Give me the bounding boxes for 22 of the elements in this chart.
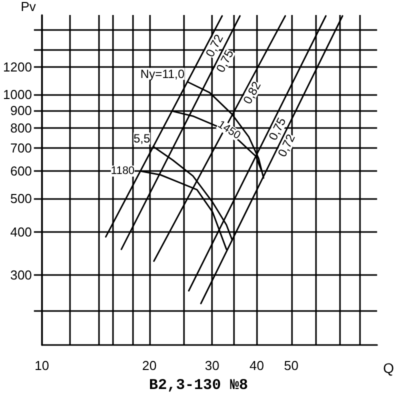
y-tick-label: 700 [10, 140, 32, 156]
text: 0,82 [240, 78, 264, 106]
y-tick-label: 1200 [3, 60, 32, 75]
series-label: 1180 [110, 165, 135, 178]
x-tick-label: 30 [204, 358, 220, 373]
y-tick-label: 1000 [3, 87, 32, 102]
text: 1450 [215, 118, 243, 142]
y-axis-title: Pv [20, 0, 36, 14]
text: В2,3-130 №8 [148, 377, 248, 394]
y-tick-label: 500 [10, 190, 32, 206]
series-label: Ny=11,0 [140, 66, 185, 81]
y-tick-label: 800 [10, 120, 32, 136]
x-axis-title: Q [383, 360, 394, 376]
x-tick-label: 20 [142, 358, 157, 373]
x-tick-label: 50 [284, 358, 299, 373]
y-tick-label: 600 [10, 164, 32, 179]
x-tick-label: 40 [249, 358, 264, 373]
y-tick-label: 300 [10, 267, 32, 282]
series-label: 5,5 [133, 131, 150, 146]
y-tick-label: 900 [10, 102, 32, 118]
x-tick-label: 10 [34, 358, 50, 373]
y-tick-label: 400 [10, 224, 32, 240]
